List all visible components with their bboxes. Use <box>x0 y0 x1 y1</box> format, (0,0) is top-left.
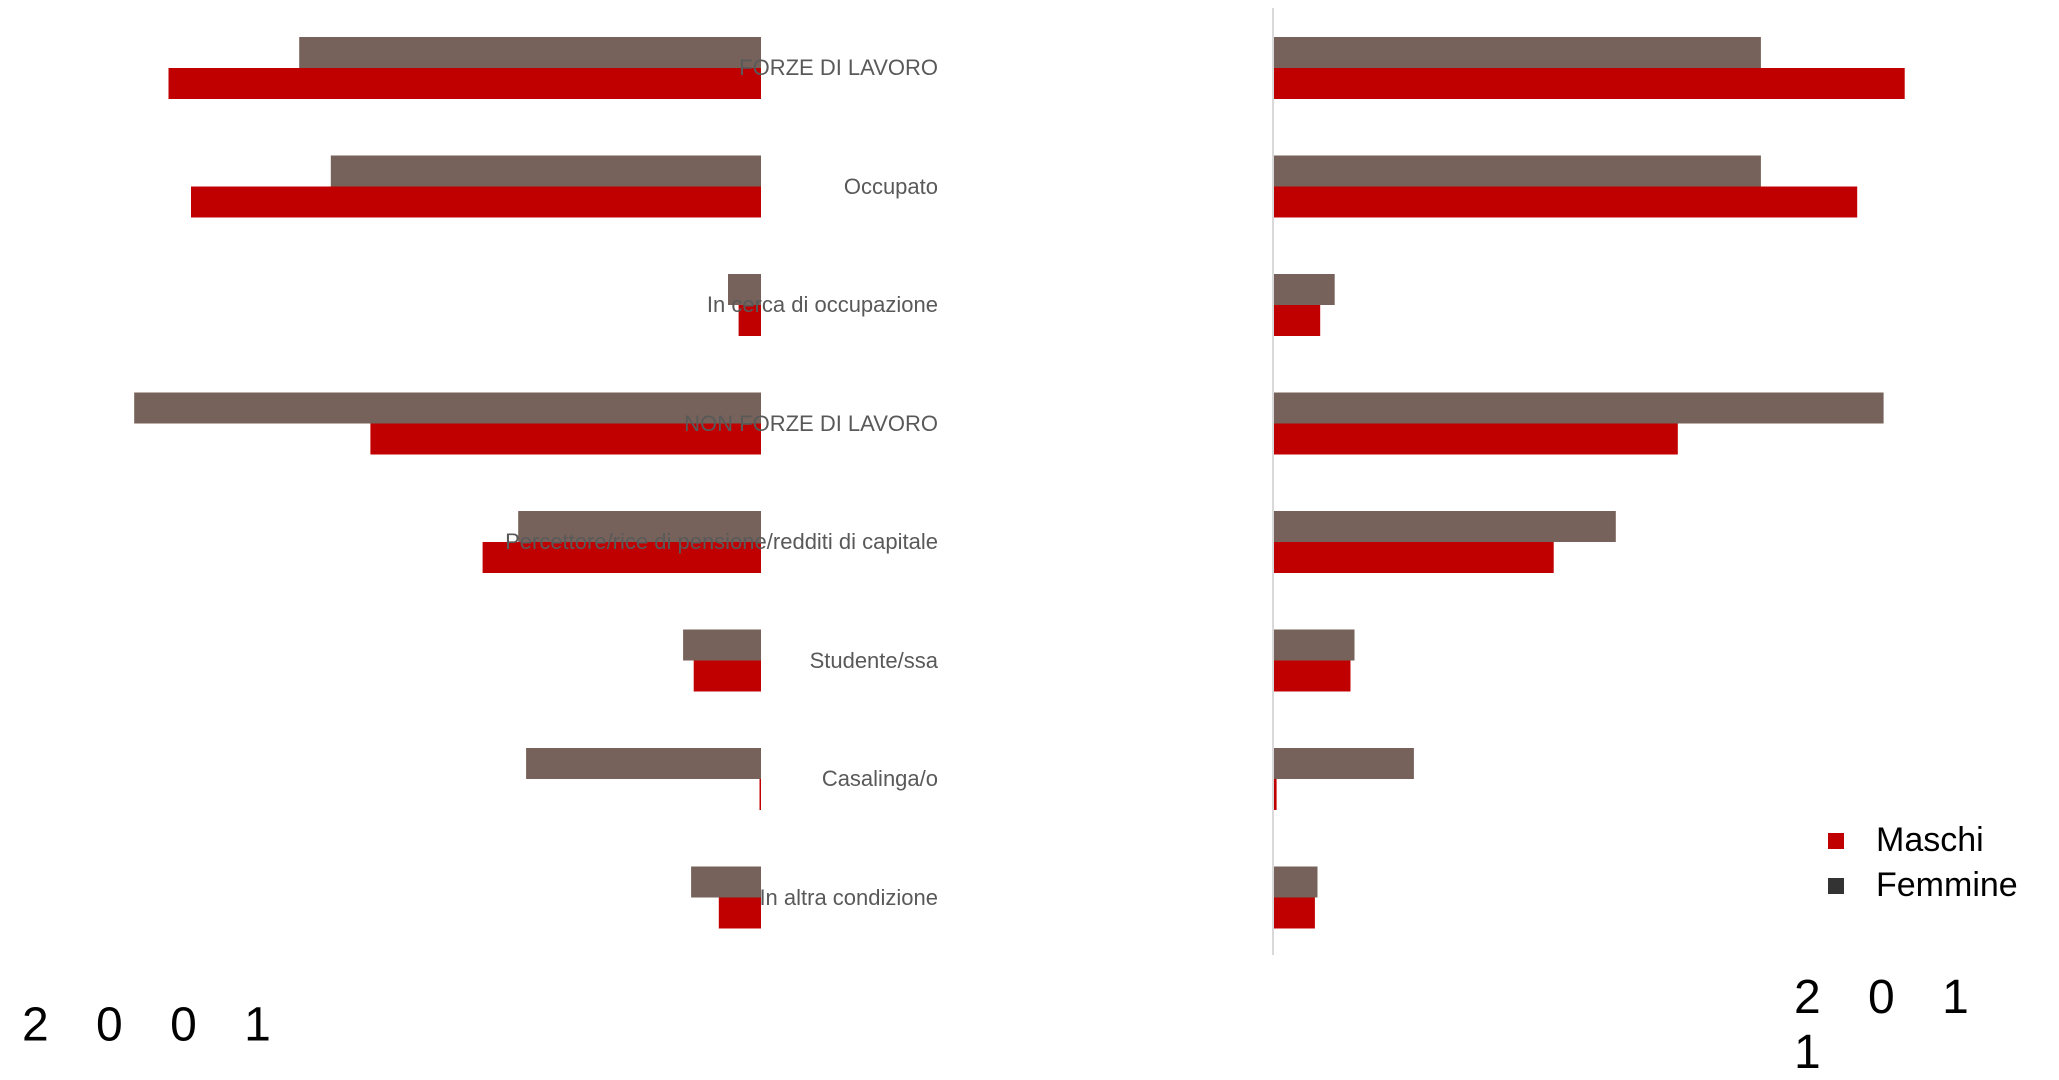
bar-left-maschi-4 <box>482 542 761 573</box>
bar-right-femmine-2 <box>1274 274 1335 305</box>
bar-left-maschi-0 <box>168 68 761 99</box>
bar-left-femmine-6 <box>526 748 761 779</box>
category-label: Studente/ssa <box>809 647 938 673</box>
bar-right-maschi-5 <box>1274 660 1351 692</box>
category-label: NON FORZE DI LAVORO <box>684 410 938 436</box>
bar-right-maschi-2 <box>1274 305 1321 336</box>
bar-left-maschi-1 <box>191 186 761 218</box>
bar-right-maschi-7 <box>1274 897 1315 929</box>
bar-right-femmine-7 <box>1274 866 1318 898</box>
category-label: In cerca di occupazione <box>706 292 938 317</box>
category-label: FORZE DI LAVORO <box>739 55 938 80</box>
bar-right-maschi-4 <box>1274 542 1554 573</box>
legend-item-maschi: Maschi <box>1828 818 2018 863</box>
category-label: Occupato <box>843 173 938 199</box>
bar-right-femmine-4 <box>1274 511 1616 542</box>
bar-right-femmine-5 <box>1274 629 1355 661</box>
bar-left-maschi-7 <box>718 897 761 929</box>
bar-right-maschi-1 <box>1274 186 1858 218</box>
bar-left-femmine-5 <box>683 629 761 661</box>
bar-left-femmine-7 <box>691 866 761 898</box>
bar-right-maschi-0 <box>1274 68 1905 99</box>
legend: Maschi Femmine <box>1828 818 2018 908</box>
legend-label-maschi: Maschi <box>1876 821 1984 859</box>
legend-label-femmine: Femmine <box>1876 866 2018 904</box>
bar-right-maschi-3 <box>1274 423 1678 455</box>
legend-item-femmine: Femmine <box>1828 863 2018 908</box>
category-label: Casalinga/o <box>821 766 938 791</box>
bar-left-femmine-1 <box>330 155 761 187</box>
bar-right-femmine-1 <box>1274 155 1761 187</box>
legend-swatch-maschi <box>1828 832 1844 849</box>
bar-left-maschi-6 <box>759 779 761 810</box>
bar-left-maschi-5 <box>693 660 761 692</box>
bar-left-femmine-2 <box>728 274 761 305</box>
bar-right-femmine-0 <box>1274 37 1761 68</box>
bar-left-maschi-3 <box>370 423 761 455</box>
bar-right-maschi-6 <box>1274 779 1277 810</box>
bar-right-femmine-3 <box>1274 392 1884 424</box>
category-label: Percettore/rice di pensione/redditi di c… <box>505 529 938 554</box>
year-label-left: 2 0 0 1 <box>22 998 288 1052</box>
bar-right-femmine-6 <box>1274 748 1414 779</box>
bar-left-femmine-3 <box>134 392 761 424</box>
category-label: In altra condizione <box>759 884 938 910</box>
year-label-right: 2 0 1 1 <box>1794 971 1986 1079</box>
bar-left-maschi-2 <box>738 305 761 336</box>
bar-left-femmine-4 <box>518 511 761 542</box>
bar-left-femmine-0 <box>299 37 761 68</box>
legend-swatch-femmine <box>1828 877 1844 894</box>
